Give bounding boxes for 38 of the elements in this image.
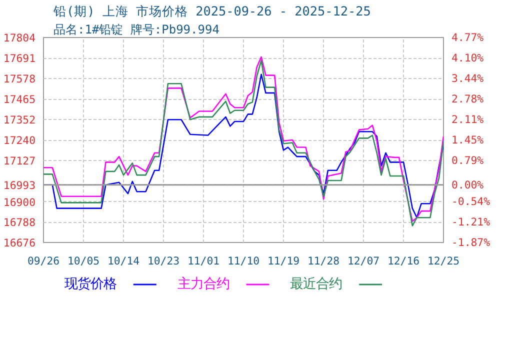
x-tick-label: 11/28: [307, 254, 340, 268]
y-tick-label: 17804: [3, 32, 36, 44]
x-tick-label: 09/26: [27, 254, 60, 268]
x-tick-label: 12/25: [427, 254, 460, 268]
x-tick-label: 12/07: [347, 254, 380, 268]
legend-label: 主力合约: [177, 276, 230, 292]
y2-tick-label: 0.00%: [452, 178, 484, 192]
chart-title: 铅(期) 上海 市场价格 2025-09-26 - 2025-12-25: [52, 4, 371, 18]
y2-tick-label: 0.79%: [452, 154, 484, 167]
chart-subtitle: 品名:1#铅锭 牌号:Pb99.994: [54, 22, 220, 36]
x-tick-label: 11/19: [267, 254, 300, 268]
x-tick-label: 12/16: [387, 254, 420, 268]
y-tick-label: 17691: [3, 52, 36, 66]
legend-label: 最近合约: [290, 277, 342, 292]
y-tick-label: 16993: [3, 178, 36, 192]
y-tick-label: 16788: [3, 216, 36, 230]
y2-tick-label: 2.11%: [452, 113, 484, 126]
y-tick-label: 17352: [3, 114, 36, 127]
x-tick-label: 10/05: [67, 254, 100, 268]
y-tick-label: 17240: [3, 134, 36, 147]
y2-tick-label: 4.10%: [452, 52, 484, 65]
y-tick-label: 16676: [3, 236, 36, 250]
y2-tick-label: 1.45%: [452, 134, 484, 146]
y2-tick-label: -1.21%: [452, 216, 491, 229]
y-tick-label: 17127: [3, 154, 36, 168]
legend-label: 现货价格: [64, 277, 116, 292]
x-tick-label: 11/10: [227, 254, 260, 268]
y-tick-label: 16900: [3, 196, 36, 209]
y-tick-label: 17578: [3, 72, 36, 86]
x-tick-label: 11/01: [187, 254, 220, 268]
y2-tick-label: 3.44%: [452, 72, 484, 86]
y2-tick-label: 2.78%: [452, 92, 484, 106]
x-tick-label: 10/14: [107, 254, 140, 268]
y2-tick-label: -1.87%: [452, 236, 491, 249]
x-tick-label: 10/23: [147, 254, 180, 268]
y-tick-label: 17465: [3, 93, 36, 106]
y2-tick-label: 4.77%: [452, 31, 484, 44]
y2-tick-label: -0.54%: [452, 194, 491, 208]
